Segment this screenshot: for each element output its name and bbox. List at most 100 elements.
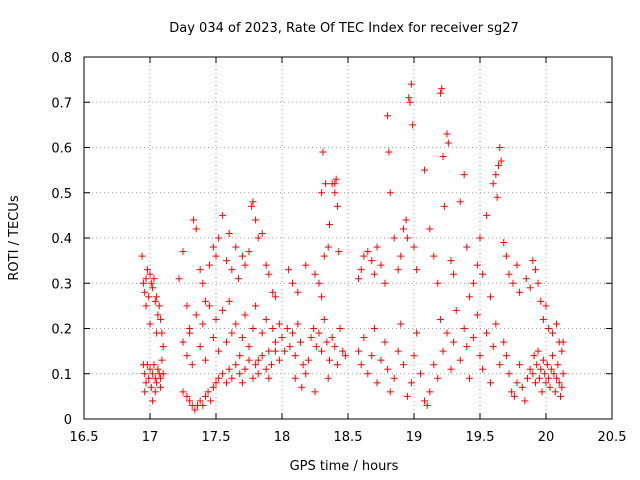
data-point [320,252,328,260]
data-point [502,252,510,260]
data-point [192,225,200,233]
data-point [196,266,204,274]
data-point [526,365,534,373]
data-point [192,311,200,319]
data-point [538,388,546,396]
data-point [407,379,415,387]
data-point [254,370,262,378]
data-point [249,325,257,332]
data-point [331,343,339,351]
data-point [492,171,500,179]
data-point [417,370,425,378]
data-point [332,175,340,183]
data-point [262,315,270,323]
data-point [460,325,468,332]
data-point [473,311,481,319]
data-point [196,343,204,351]
data-point [539,315,547,323]
data-point [228,266,236,274]
data-point [421,397,429,405]
data-point [296,338,304,346]
data-point [483,329,491,337]
data-point [275,356,283,364]
data-point [219,370,227,378]
data-point [141,388,149,396]
data-point [265,270,273,278]
data-point [526,284,534,292]
data-point [324,374,332,382]
data-point [145,374,153,382]
y-axis-title: ROTI / TECUs [7,195,22,280]
data-point [254,356,262,364]
y-tick-label: 0.6 [51,142,72,157]
data-point [534,347,542,355]
data-point [357,266,365,274]
data-point [150,275,158,283]
data-point [141,288,149,296]
data-point [403,234,411,242]
data-point [150,361,158,369]
data-point [186,329,194,337]
data-point [209,383,217,391]
data-point [456,356,464,364]
data-point [146,270,154,278]
data-point [559,370,567,378]
data-point [443,329,451,337]
data-point [522,275,530,283]
data-point [545,374,553,382]
y-tick-label: 0.4 [51,232,72,247]
data-point [531,266,539,274]
data-point [439,347,447,355]
data-point [223,338,231,346]
data-point [254,234,262,242]
data-point [283,325,291,332]
data-point [154,365,162,373]
x-tick-label: 16.5 [70,430,99,445]
data-point [225,229,233,237]
data-point [505,370,513,378]
data-point [460,171,468,179]
data-point [205,302,213,310]
data-point [153,329,161,337]
data-point [368,352,376,360]
data-point [320,315,328,323]
data-point [557,392,565,400]
data-point [381,338,389,346]
x-tick-label: 17 [142,430,159,445]
data-point [199,401,207,409]
data-point [241,365,249,373]
y-tick-label: 0.3 [51,277,72,292]
data-point [179,248,187,256]
data-point [215,234,223,242]
data-point [179,338,187,346]
data-point [207,397,215,405]
data-point [440,202,448,210]
data-point [399,361,407,369]
data-point [157,374,165,382]
data-point [186,397,194,405]
data-point [516,288,524,296]
x-tick-label: 19.5 [466,430,495,445]
axis-ticks: 16.5 17 17.5 18 18.5 19 19.5 20 20.5 0 0.1 0.2 0.3 0.… [51,51,626,445]
data-point [407,80,415,88]
data-point [430,361,438,369]
data-point [496,144,504,151]
data-point [524,374,532,382]
data-point [397,252,405,260]
data-point [508,388,516,396]
data-point [248,202,256,210]
data-point [549,329,557,337]
data-point [394,266,402,274]
data-point [142,379,150,387]
data-point [159,343,167,351]
data-point [298,383,306,391]
data-point [494,162,502,170]
data-point [236,370,244,378]
data-point [487,293,495,301]
data-point [153,293,161,301]
data-point [530,352,538,360]
data-point [413,329,421,337]
data-point [319,148,327,156]
data-point [423,401,431,409]
